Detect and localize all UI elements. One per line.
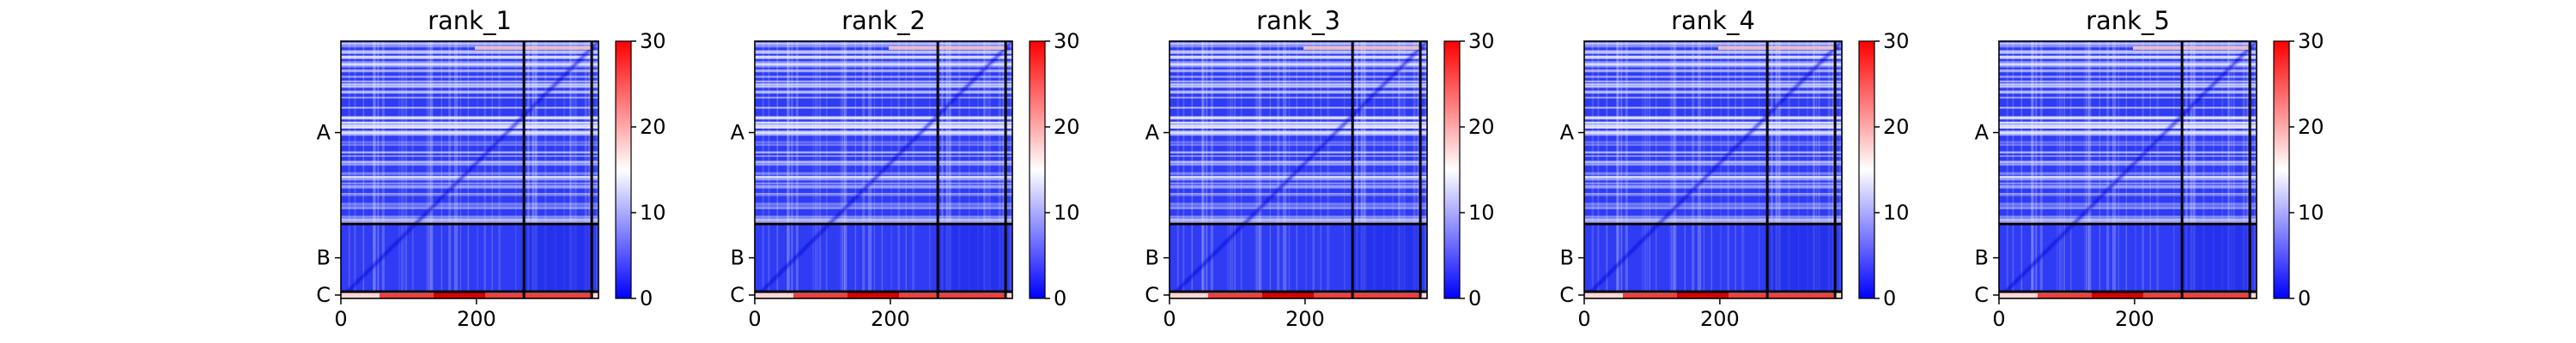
colorbar (615, 40, 632, 299)
colorbar-tick-label: 10 (640, 201, 666, 225)
colorbar-tick-label: 10 (1054, 201, 1080, 225)
x-tick-label: 0 (334, 307, 347, 331)
colorbar-tick-label: 20 (640, 115, 666, 139)
y-tick-label-chain-B: B (1975, 246, 1989, 270)
colorbar (1858, 40, 1875, 299)
heatmap-image (755, 41, 1012, 298)
heatmap-frame (340, 40, 599, 299)
x-tick-label: 200 (871, 307, 910, 331)
colorbar-tick-label: 30 (1883, 29, 1910, 53)
colorbar-tick-label: 20 (1468, 115, 1495, 139)
x-tick-label: 0 (1992, 307, 2005, 331)
y-tick-label-chain-B: B (317, 246, 331, 270)
colorbar-tick-label: 0 (2298, 286, 2311, 310)
heatmap-frame (1169, 40, 1428, 299)
heatmap-frame (1998, 40, 2257, 299)
y-tick-label-chain-B: B (731, 246, 744, 270)
heatmap-image (1584, 41, 1842, 298)
colorbar-tick-label: 10 (2298, 201, 2324, 225)
colorbar-tick-label: 20 (2298, 115, 2324, 139)
panel-title: rank_4 (1671, 6, 1755, 35)
y-tick-label-chain-A: A (1145, 121, 1160, 145)
y-tick-label-chain-B: B (1560, 246, 1574, 270)
panel-title: rank_3 (1256, 6, 1340, 35)
y-tick-label-chain-C: C (1145, 283, 1159, 307)
x-tick-label: 200 (457, 307, 496, 331)
colorbar-tick-label: 20 (1054, 115, 1080, 139)
y-tick-label-chain-C: C (316, 283, 331, 307)
panel-title: rank_2 (841, 6, 926, 35)
y-tick-label-chain-C: C (730, 283, 744, 307)
colorbar-tick-label: 30 (1468, 29, 1495, 53)
y-tick-label-chain-A: A (1560, 121, 1575, 145)
y-tick-label-chain-C: C (1559, 283, 1574, 307)
colorbar-tick-label: 0 (640, 286, 653, 310)
colorbar-tick-label: 30 (640, 29, 666, 53)
colorbar-tick-label: 30 (1054, 29, 1080, 53)
panel-title: rank_1 (428, 6, 512, 35)
x-tick-label: 0 (748, 307, 761, 331)
colorbar (1029, 40, 1046, 299)
colorbar (2273, 40, 2290, 299)
x-tick-label: 0 (1163, 307, 1176, 331)
x-tick-label: 200 (2115, 307, 2154, 331)
colorbar-tick-label: 30 (2298, 29, 2324, 53)
colorbar (1443, 40, 1461, 299)
colorbar-tick-label: 0 (1883, 286, 1896, 310)
colorbar-tick-label: 20 (1883, 115, 1910, 139)
colorbar-tick-label: 10 (1883, 201, 1910, 225)
y-tick-label-chain-B: B (1145, 246, 1159, 270)
x-tick-label: 200 (1700, 307, 1740, 331)
colorbar-tick-label: 0 (1054, 286, 1066, 310)
heatmap-image (341, 41, 598, 298)
colorbar-tick-label: 0 (1468, 286, 1481, 310)
heatmap-image (1999, 41, 2257, 298)
panel-title: rank_5 (2086, 6, 2170, 35)
y-tick-label-chain-C: C (1974, 283, 1989, 307)
heatmap-image (1170, 41, 1427, 298)
colorbar-tick-label: 10 (1468, 201, 1495, 225)
x-tick-label: 200 (1285, 307, 1325, 331)
y-tick-label-chain-A: A (1975, 121, 1990, 145)
x-tick-label: 0 (1577, 307, 1590, 331)
heatmap-frame (1583, 40, 1843, 299)
y-tick-label-chain-A: A (317, 121, 331, 145)
y-tick-label-chain-A: A (731, 121, 745, 145)
heatmap-frame (754, 40, 1013, 299)
